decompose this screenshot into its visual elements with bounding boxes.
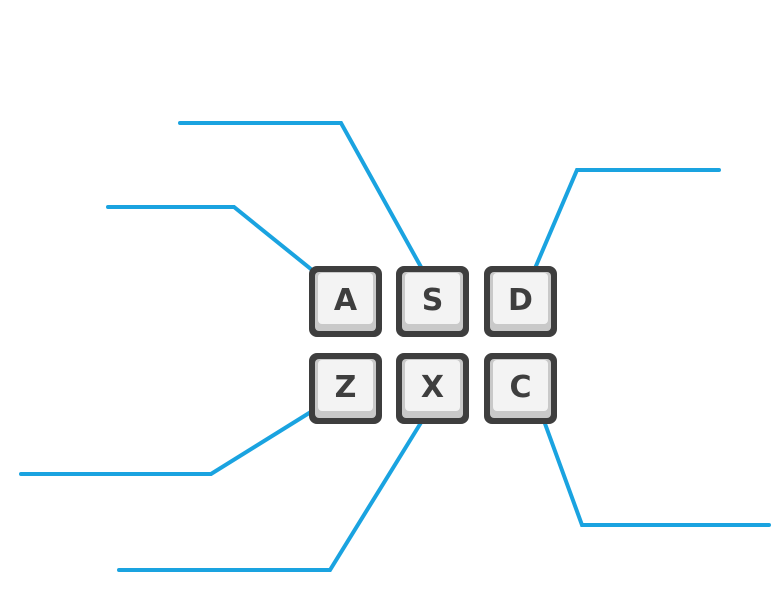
key-a[interactable]: A <box>309 266 382 337</box>
key-a-face <box>318 273 373 324</box>
callout-line-z <box>19 403 324 476</box>
key-x[interactable]: X <box>396 353 469 424</box>
key-d-label: D <box>508 283 533 318</box>
callout-line-a <box>106 205 324 280</box>
key-s[interactable]: S <box>396 266 469 337</box>
key-x-face <box>405 360 460 411</box>
key-z-label: Z <box>335 370 357 405</box>
key-z[interactable]: Z <box>309 353 382 424</box>
key-a-label: A <box>334 283 358 318</box>
keycaps: A S D Z X C <box>309 266 557 424</box>
key-s-face <box>405 273 460 324</box>
key-s-label: S <box>422 283 444 318</box>
callout-line-c <box>538 408 771 527</box>
key-z-face <box>318 360 373 411</box>
callout-lines <box>19 121 771 572</box>
key-d-face <box>493 273 548 324</box>
callout-line-s <box>178 121 428 278</box>
key-c-label: C <box>509 370 531 405</box>
key-c[interactable]: C <box>484 353 557 424</box>
callout-line-d <box>528 168 721 282</box>
key-x-label: X <box>421 370 444 405</box>
key-d[interactable]: D <box>484 266 557 337</box>
key-c-face <box>493 360 548 411</box>
callout-line-x <box>117 406 432 572</box>
